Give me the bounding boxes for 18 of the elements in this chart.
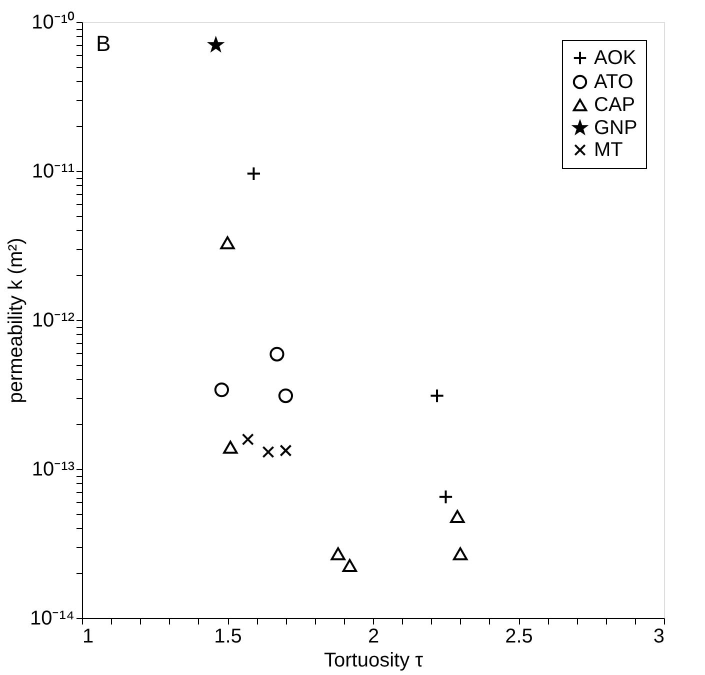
x-tick-label: 2.5 bbox=[505, 626, 533, 648]
legend-label: MT bbox=[594, 139, 623, 161]
annotation: B bbox=[96, 31, 111, 56]
legend-label: GNP bbox=[594, 117, 638, 139]
x-tick-label: 1 bbox=[82, 626, 94, 648]
y-tick-label: 10⁻¹¹ bbox=[32, 160, 75, 182]
legend-label: ATO bbox=[594, 71, 634, 93]
y-tick-label: 10⁻¹⁴ bbox=[30, 608, 74, 630]
x-axis-title: Tortuosity τ bbox=[324, 650, 424, 672]
legend-label: AOK bbox=[594, 47, 637, 69]
y-tick-label: 10⁻¹³ bbox=[32, 458, 75, 480]
y-tick-label: 10⁻¹⁰ bbox=[32, 10, 74, 34]
y-tick-label: 10⁻¹² bbox=[32, 310, 75, 332]
y-axis-title: permeability k (m²) bbox=[5, 238, 27, 404]
x-tick-label: 2 bbox=[368, 626, 380, 648]
x-tick-label: 3 bbox=[653, 626, 664, 648]
legend-label: CAP bbox=[594, 94, 636, 116]
x-tick-label: 1.5 bbox=[214, 626, 242, 648]
